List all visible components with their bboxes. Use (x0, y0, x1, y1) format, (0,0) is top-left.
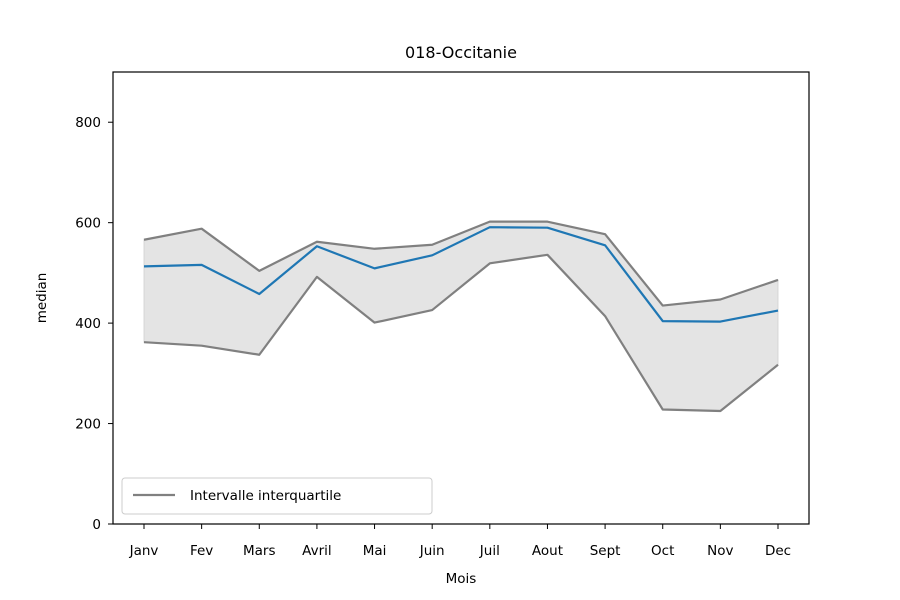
x-tick-label: Oct (651, 543, 674, 559)
y-tick-label: 0 (92, 517, 101, 533)
plot-frame (112, 71, 810, 525)
x-tick-label: Mai (363, 543, 387, 559)
x-tick-label: Juin (419, 543, 445, 559)
series-lines-layer (143, 220, 779, 413)
legend: Intervalle interquartile (121, 477, 433, 515)
x-axis: Janv Fev Mars Avril Mai Juin Juil Aout Sept Oct No… (129, 524, 791, 559)
x-tick-label: Mars (243, 543, 276, 559)
x-tick-label: Aout (532, 543, 563, 559)
x-tick-label: Nov (707, 543, 733, 559)
x-tick-label: Dec (765, 543, 791, 559)
x-tick-label: Fev (190, 543, 213, 559)
x-tick-label: Sept (590, 543, 621, 559)
legend-label-interquartile: Intervalle interquartile (190, 488, 341, 504)
q1-line (143, 253, 779, 413)
x-tick-label: Janv (129, 543, 159, 559)
y-tick-label: 200 (75, 417, 101, 433)
y-axis: 0 200 400 600 800 (75, 115, 113, 533)
x-tick-label: Juil (479, 543, 500, 559)
y-tick-label: 400 (75, 316, 101, 332)
median-line (143, 226, 779, 323)
chart-title: 018-Occitanie (405, 43, 517, 62)
y-tick-label: 800 (75, 115, 101, 131)
legend-box (121, 477, 433, 515)
y-tick-label: 600 (75, 216, 101, 232)
q3-line (143, 220, 779, 307)
x-tick-label: Avril (302, 543, 332, 559)
y-axis-label: median (34, 273, 50, 324)
x-axis-label: Mois (446, 571, 477, 587)
